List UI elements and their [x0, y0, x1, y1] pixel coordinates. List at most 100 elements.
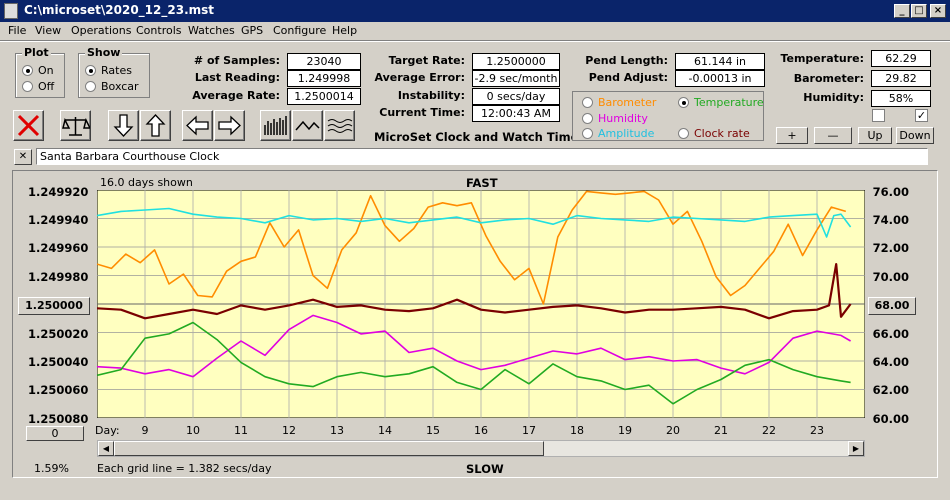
show-boxcar-label: Boxcar: [101, 80, 139, 93]
menu-configure[interactable]: Configure: [273, 24, 327, 37]
arrow-up-button[interactable]: [140, 110, 171, 141]
menu-gps[interactable]: GPS: [241, 24, 264, 37]
arrow-down-button[interactable]: [108, 110, 139, 141]
show-boxcar-radio[interactable]: Boxcar: [85, 80, 139, 93]
samples-value: 23040: [287, 53, 361, 70]
right-tick: 70.00: [872, 270, 909, 284]
menu-watches[interactable]: Watches: [188, 24, 235, 37]
title-bar: C:\microset\2020_12_23.mst _ □ ×: [0, 0, 950, 22]
sensor-temperature-radio[interactable]: Temperature: [678, 96, 764, 109]
line-graph-icon: [295, 120, 320, 131]
menu-bar: File View Operations Controls Watches GP…: [0, 22, 950, 40]
left-tick: 1.249980: [28, 270, 89, 284]
plot-off-radio[interactable]: Off: [22, 80, 54, 93]
arrow-right-button[interactable]: [214, 110, 245, 141]
left-tick: 1.250060: [28, 383, 89, 397]
x-tick-label: 16: [474, 424, 488, 437]
x-tick-label: 18: [570, 424, 584, 437]
right-tick: 72.00: [872, 241, 909, 255]
fast-label: FAST: [466, 176, 498, 190]
window-title: C:\microset\2020_12_23.mst: [24, 3, 215, 17]
show-group: Show: [78, 46, 150, 98]
x-tick-label: 19: [618, 424, 632, 437]
series-line-clock-rate: [97, 262, 852, 320]
down-button[interactable]: Down: [896, 127, 934, 144]
humidity-label: Humidity:: [803, 91, 864, 104]
pend-length-value: 61.144 in: [675, 53, 765, 70]
humidity-value: 58%: [871, 90, 931, 107]
plot-on-label: On: [38, 64, 54, 77]
radio-dot-icon: [85, 81, 96, 92]
day-label: Day:: [95, 424, 120, 437]
show-group-label: Show: [85, 46, 123, 59]
radio-dot-icon: [22, 65, 33, 76]
right-checkbox[interactable]: ✓: [915, 109, 928, 122]
x-tick-label: 14: [378, 424, 392, 437]
scroll-left-arrow-icon[interactable]: ◀: [98, 441, 114, 456]
stop-button[interactable]: [13, 110, 44, 141]
clock-name-input[interactable]: Santa Barbara Courthouse Clock: [36, 148, 928, 165]
radio-dot-icon: [582, 128, 593, 139]
right-tick: 76.00: [872, 185, 909, 199]
average-rate-label: Average Rate:: [192, 89, 280, 102]
current-time-label: Current Time:: [379, 106, 465, 119]
wave-lines-icon: [327, 119, 353, 133]
sensor-clockrate-radio[interactable]: Clock rate: [678, 127, 750, 140]
wave-graph-button[interactable]: [324, 110, 355, 141]
left-tick: 1.250040: [28, 355, 89, 369]
left-tick: 1.250020: [28, 327, 89, 341]
show-rates-radio[interactable]: Rates: [85, 64, 132, 77]
app-name-label: MicroSet Clock and Watch Timer: [374, 130, 585, 144]
close-window-button[interactable]: ×: [930, 4, 946, 18]
average-error-value: -2.9 sec/month: [472, 70, 560, 87]
right-tick: 62.00: [872, 383, 909, 397]
radio-dot-icon: [678, 97, 689, 108]
left-checkbox[interactable]: [872, 109, 885, 122]
maximize-button[interactable]: □: [911, 4, 927, 18]
scroll-right-arrow-icon[interactable]: ▶: [848, 441, 864, 456]
scroll-thumb[interactable]: [114, 441, 544, 456]
menu-help[interactable]: Help: [332, 24, 358, 37]
right-tick: 74.00: [872, 213, 909, 227]
offset-value-button[interactable]: 0: [26, 426, 84, 441]
arrow-left-button[interactable]: [182, 110, 213, 141]
grid-note-label: Each grid line = 1.382 secs/day: [97, 462, 272, 475]
line-graph-button[interactable]: [292, 110, 323, 141]
left-tick: 1.249960: [28, 241, 89, 255]
minimize-button[interactable]: _: [894, 4, 910, 18]
right-tick: 66.00: [872, 327, 909, 341]
sensor-amplitude-radio[interactable]: Amplitude: [582, 127, 654, 140]
plus-button[interactable]: +: [776, 127, 808, 144]
x-tick-label: 13: [330, 424, 344, 437]
time-scrollbar[interactable]: ◀ ▶: [97, 440, 865, 457]
arrow-right-icon: [218, 115, 241, 136]
sensor-barometer-radio[interactable]: Barometer: [582, 96, 656, 109]
clear-name-button[interactable]: ✕: [14, 149, 32, 165]
up-button[interactable]: Up: [858, 127, 892, 144]
left-center-button[interactable]: 1.250000: [18, 297, 90, 315]
percent-label: 1.59%: [34, 462, 69, 475]
menu-operations[interactable]: Operations: [71, 24, 132, 37]
right-center-button[interactable]: 68.00: [868, 297, 916, 315]
x-tick-label: 12: [282, 424, 296, 437]
plot-on-radio[interactable]: On: [22, 64, 54, 77]
days-shown-label: 16.0 days shown: [100, 176, 193, 189]
barometer-value: 29.82: [871, 70, 931, 87]
sensor-humidity-radio[interactable]: Humidity: [582, 112, 648, 125]
x-tick-label: 11: [234, 424, 248, 437]
series-line-humidity: [97, 314, 852, 378]
samples-label: # of Samples:: [193, 54, 280, 67]
radio-dot-icon: [582, 113, 593, 124]
menu-view[interactable]: View: [35, 24, 62, 37]
balance-button[interactable]: [60, 110, 92, 141]
menu-file[interactable]: File: [8, 24, 27, 37]
pend-adjust-label: Pend Adjust:: [588, 71, 668, 84]
radio-dot-icon: [678, 128, 689, 139]
menu-controls[interactable]: Controls: [136, 24, 182, 37]
histogram-button[interactable]: [260, 110, 291, 141]
instability-value: 0 secs/day: [472, 88, 560, 105]
series-line-barometer: [97, 190, 847, 305]
pend-length-label: Pend Length:: [585, 54, 668, 67]
right-tick: 64.00: [872, 355, 909, 369]
minus-button[interactable]: —: [814, 127, 852, 144]
